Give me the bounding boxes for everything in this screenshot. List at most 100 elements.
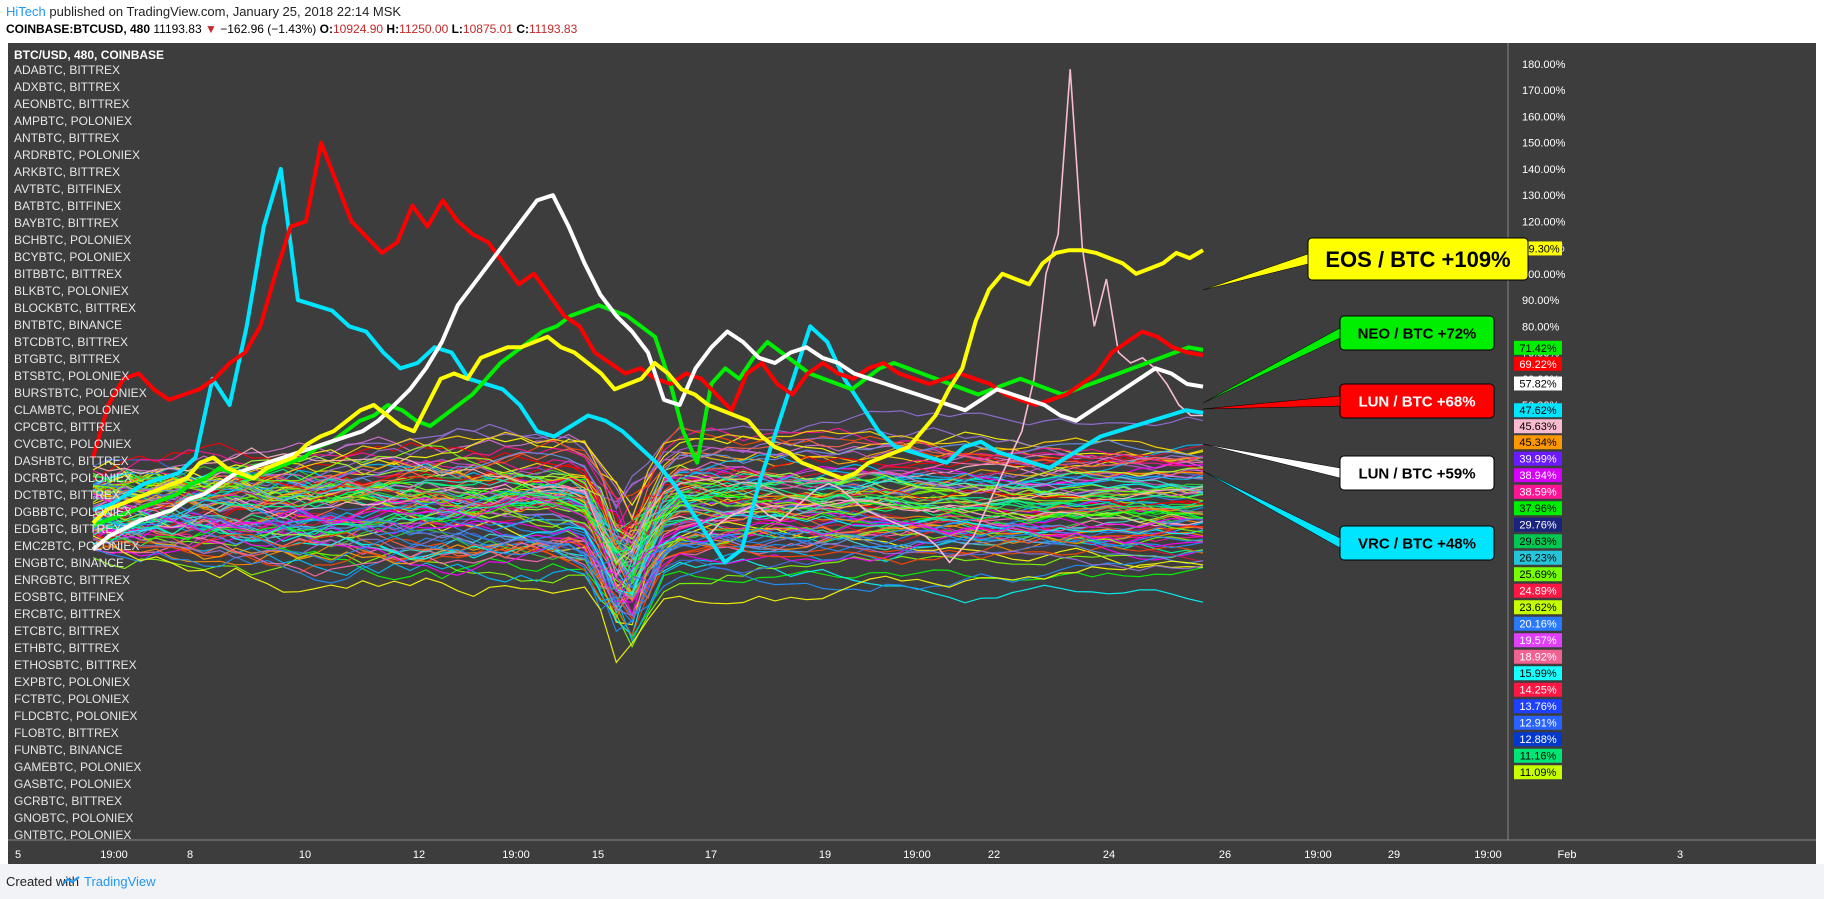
- y-tick-label: 140.00%: [1522, 164, 1566, 176]
- value-label: 38.94%: [1519, 470, 1557, 482]
- background-series-line: [92, 439, 1204, 556]
- value-label-bg: [1514, 451, 1562, 466]
- x-tick-label: 24: [1103, 849, 1115, 861]
- legend-entry: CVCBTC, POLONIEX: [14, 437, 131, 451]
- tradingview-link[interactable]: TradingView: [84, 874, 156, 889]
- legend-entry: ETCBTC, BITTREX: [14, 624, 119, 638]
- value-label-bg: [1514, 484, 1562, 499]
- background-series-line: [92, 514, 1204, 633]
- value-label-bg: [1514, 682, 1562, 697]
- low-label: L:: [451, 22, 463, 36]
- value-label-bg: [1514, 649, 1562, 664]
- value-label-bg: [1514, 403, 1562, 418]
- y-tick-label: 130.00%: [1522, 190, 1566, 202]
- value-label-bg: [1514, 748, 1562, 763]
- callout-box: [1339, 383, 1495, 419]
- background-series-line: [92, 438, 1204, 538]
- value-label: 11.16%: [1520, 751, 1557, 763]
- background-series-line: [92, 549, 1204, 648]
- value-label: 24.89%: [1519, 586, 1557, 598]
- legend-entry: AEONBTC, BITTREX: [14, 97, 129, 111]
- value-label-bg: [1514, 666, 1562, 681]
- background-series-line: [92, 472, 1204, 617]
- background-series-line: [92, 461, 1204, 544]
- x-tick-label: 19: [819, 849, 831, 861]
- legend-entry: DCTBTC, BITTREX: [14, 488, 120, 502]
- x-tick-label: 19:00: [100, 849, 128, 861]
- value-label-bg: [1514, 583, 1562, 598]
- value-label: 37.96%: [1519, 503, 1557, 515]
- footer: Created with TradingView: [0, 864, 1824, 899]
- legend-entry: FUNBTC, BINANCE: [14, 743, 123, 757]
- value-label-bg: [1514, 517, 1562, 532]
- legend-entry: AVTBTC, BITFINEX: [14, 182, 121, 196]
- legend-entry: GNOBTC, POLONIEX: [14, 811, 133, 825]
- legend-entry: BLKBTC, POLONIEX: [14, 284, 129, 298]
- legend-entry: GCRBTC, BITTREX: [14, 794, 122, 808]
- background-series-line: [92, 474, 1204, 578]
- x-tick-label: 19:00: [903, 849, 931, 861]
- value-label-bg: [1514, 715, 1562, 730]
- value-label-bg: [1514, 376, 1562, 391]
- value-label: 29.63%: [1519, 536, 1557, 548]
- chart-title: BTC/USD, 480, COINBASE: [14, 48, 164, 62]
- open-value: 10924.90: [333, 22, 384, 36]
- x-tick-label: 17: [705, 849, 717, 861]
- x-tick-label: 3: [1677, 849, 1683, 861]
- last-price: 11193.83: [153, 22, 202, 36]
- y-tick-label: 100.00%: [1522, 269, 1566, 281]
- value-label: 15.99%: [1519, 668, 1557, 680]
- legend-entry: ETHOSBTC, BITTREX: [14, 658, 137, 672]
- x-tick-label: 15: [592, 849, 604, 861]
- value-label-bg: [1514, 616, 1562, 631]
- background-series-line: [92, 474, 1204, 551]
- value-label: 57.82%: [1519, 378, 1557, 390]
- callout-box: [1339, 525, 1495, 561]
- value-label-bg: [1514, 501, 1562, 516]
- author-link[interactable]: HiTech: [6, 4, 46, 19]
- value-label-bg: [1514, 633, 1562, 648]
- background-series-line: [92, 481, 1204, 553]
- legend-entry: FLOBTC, BITTREX: [14, 726, 119, 740]
- background-series-line: [92, 493, 1204, 592]
- value-label: 26.23%: [1519, 553, 1557, 565]
- legend-entry: BURSTBTC, POLONIEX: [14, 386, 147, 400]
- created-with-text: Created with: [6, 874, 79, 889]
- highlight-series-line: [91, 193, 1204, 551]
- background-series-line: [92, 483, 1204, 606]
- background-series-line: [92, 429, 1204, 521]
- value-label-bg: [1514, 419, 1562, 434]
- value-label: 38.59%: [1519, 487, 1557, 499]
- legend-entry: CPCBTC, BITTREX: [14, 420, 121, 434]
- legend-entry: GAMEBTC, POLONIEX: [14, 760, 141, 774]
- legend-entry: BAYBTC, BITTREX: [14, 216, 118, 230]
- legend-entry: ARKBTC, BITTREX: [14, 165, 120, 179]
- highlight-series-line: [91, 248, 1205, 525]
- x-tick-label: Feb: [1558, 849, 1577, 861]
- y-tick-label: 180.00%: [1522, 59, 1566, 71]
- open-label: O:: [319, 22, 333, 36]
- legend-entry: EDGBTC, BITTREX: [14, 522, 121, 536]
- time-scale-background: [8, 840, 1816, 864]
- background-series-line: [92, 410, 1204, 508]
- low-value: 10875.01: [462, 22, 513, 36]
- callout-label: EOS / BTC +109%: [1325, 247, 1510, 272]
- chart-area[interactable]: BTC/USD, 480, COINBASE ADABTC, BITTREX ADX…: [8, 43, 1816, 864]
- callout-label: LUN / BTC +68%: [1358, 393, 1475, 410]
- background-series-line: [92, 444, 1204, 565]
- legend-entry: ENGBTC, BINANCE: [14, 556, 124, 570]
- y-tick-label: 90.00%: [1522, 295, 1560, 307]
- y-tick-label: 120.00%: [1522, 216, 1566, 228]
- legend-entry: EXPBTC, POLONIEX: [14, 675, 130, 689]
- value-label: 18.92%: [1519, 652, 1557, 664]
- value-label-bg: [1514, 699, 1562, 714]
- value-label-bg: [1514, 435, 1562, 450]
- x-tick-label: 19:00: [502, 849, 530, 861]
- value-label-bg: [1514, 340, 1562, 355]
- callout-label: LUN / BTC +59%: [1358, 465, 1475, 482]
- background-series-line: [92, 490, 1204, 588]
- legend-entry: DCRBTC, POLONIEX: [14, 471, 132, 485]
- value-label-bg: [1514, 600, 1562, 615]
- background-series-line: [92, 525, 1204, 621]
